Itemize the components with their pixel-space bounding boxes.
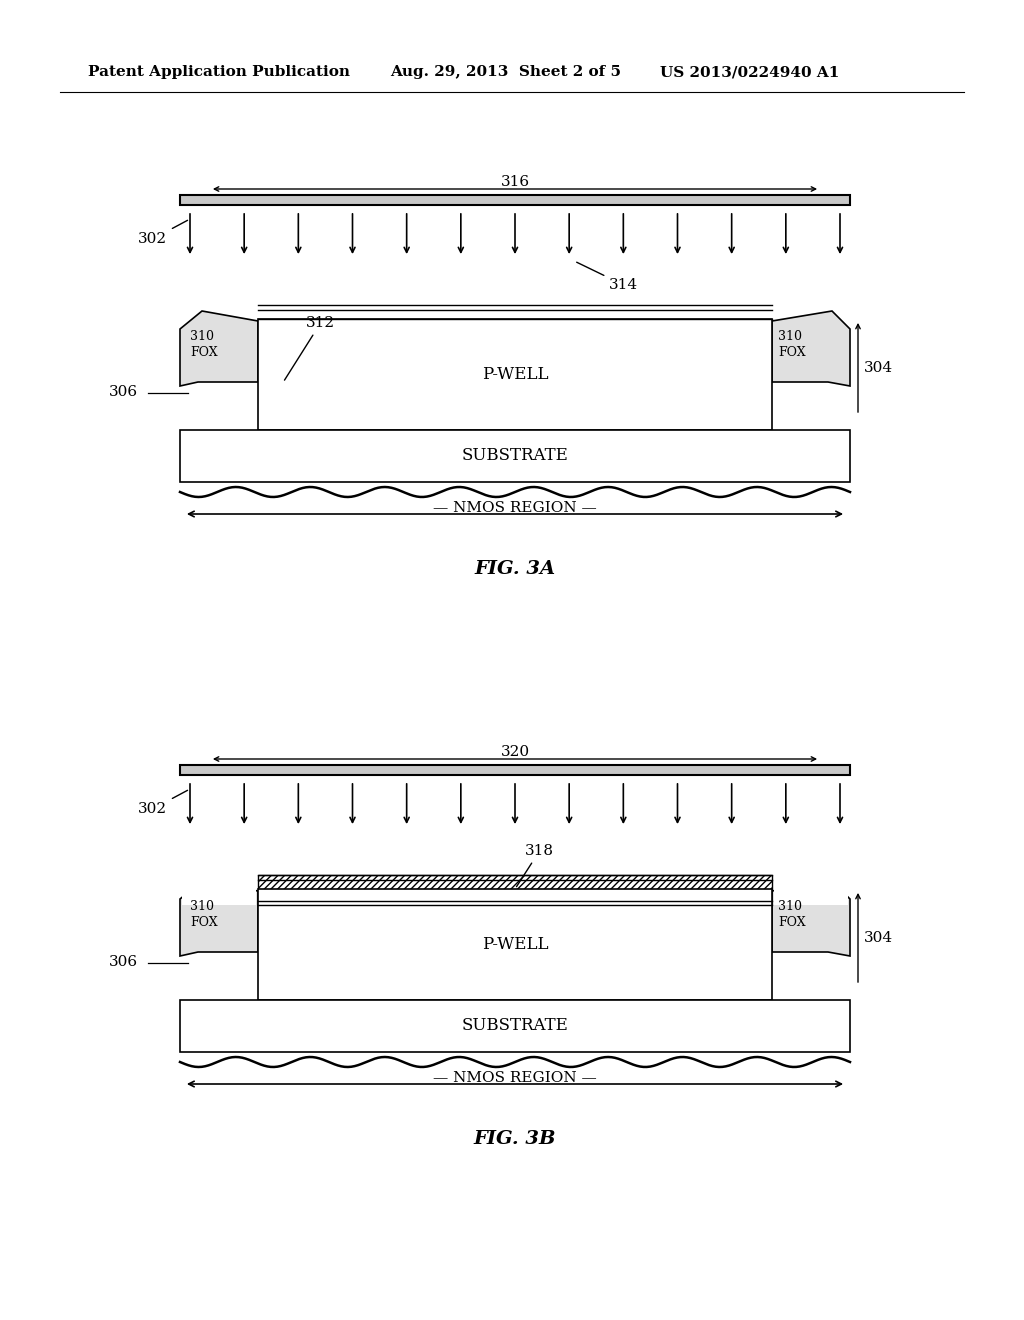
Text: 304: 304	[864, 931, 893, 945]
Polygon shape	[180, 312, 258, 385]
Text: 304: 304	[864, 360, 893, 375]
Text: 314: 314	[577, 263, 638, 292]
Text: Aug. 29, 2013  Sheet 2 of 5: Aug. 29, 2013 Sheet 2 of 5	[390, 65, 621, 79]
Text: 318: 318	[516, 843, 554, 887]
Bar	[774, 871, 848, 906]
Bar	[182, 871, 256, 906]
Text: 306: 306	[109, 385, 138, 400]
Bar	[180, 195, 850, 205]
Text: FIG. 3A: FIG. 3A	[474, 560, 556, 578]
Text: 316: 316	[501, 176, 529, 189]
Text: — NMOS REGION —: — NMOS REGION —	[433, 502, 597, 515]
Text: — NMOS REGION —: — NMOS REGION —	[433, 1071, 597, 1085]
Text: 310
FOX: 310 FOX	[190, 330, 218, 359]
Text: SUBSTRATE: SUBSTRATE	[462, 447, 568, 465]
Text: 302: 302	[138, 791, 187, 816]
Text: 310
FOX: 310 FOX	[190, 900, 218, 928]
Bar	[258, 888, 772, 1001]
Bar	[180, 766, 850, 775]
Polygon shape	[180, 880, 258, 956]
Text: US 2013/0224940 A1: US 2013/0224940 A1	[660, 65, 840, 79]
Bar	[258, 319, 772, 430]
Text: 310
FOX: 310 FOX	[778, 900, 806, 928]
Text: P-WELL: P-WELL	[481, 366, 548, 383]
Text: 320: 320	[501, 744, 529, 759]
Text: 306: 306	[109, 956, 138, 969]
Text: SUBSTRATE: SUBSTRATE	[462, 1018, 568, 1035]
Text: Patent Application Publication: Patent Application Publication	[88, 65, 350, 79]
Text: 310
FOX: 310 FOX	[778, 330, 806, 359]
Text: FIG. 3B: FIG. 3B	[474, 1130, 556, 1148]
Text: 312: 312	[285, 315, 335, 380]
Bar	[180, 430, 850, 482]
Bar	[180, 1001, 850, 1052]
Text: P-WELL: P-WELL	[481, 936, 548, 953]
Bar	[258, 875, 772, 903]
Text: 302: 302	[138, 220, 187, 246]
Polygon shape	[772, 312, 850, 385]
Polygon shape	[772, 880, 850, 956]
